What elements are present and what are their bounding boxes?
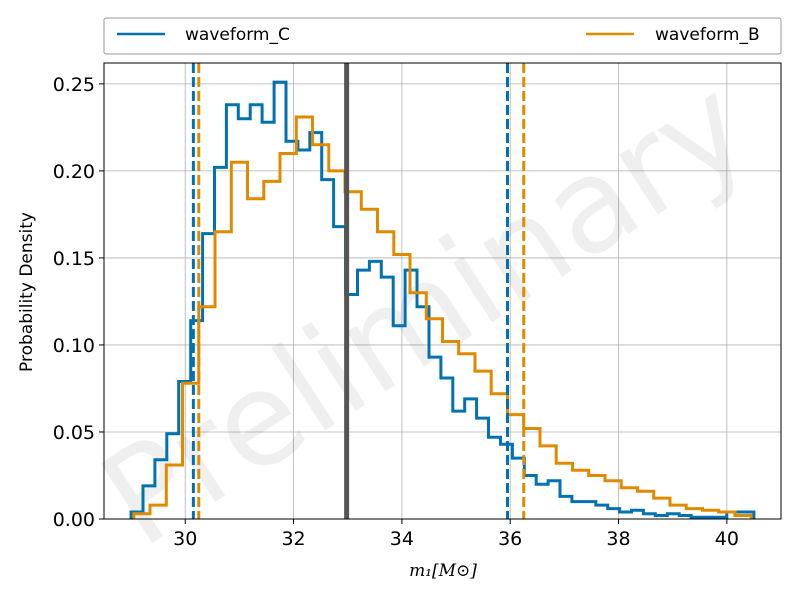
y-tick-label: 0.15 bbox=[53, 248, 95, 270]
x-tick-label: 34 bbox=[390, 528, 414, 550]
axis-ticks: 30 32 34 36 38 40 0.00 0.05 0.10 0.15 0.20 0.25 bbox=[53, 74, 739, 550]
vertical-lines bbox=[191, 63, 526, 519]
legend-box bbox=[103, 17, 782, 55]
y-tick-label: 0.00 bbox=[53, 509, 95, 531]
legend-label-waveform-b: waveform_B bbox=[655, 25, 760, 45]
legend: waveform_C waveform_B bbox=[103, 17, 782, 55]
x-tick-label: 36 bbox=[498, 528, 522, 550]
x-tick-label: 32 bbox=[281, 528, 305, 550]
y-tick-label: 0.05 bbox=[53, 422, 95, 444]
y-axis-label: Probability Density bbox=[17, 212, 37, 372]
y-tick-label: 0.20 bbox=[53, 161, 95, 183]
legend-label-waveform-c: waveform_C bbox=[185, 25, 290, 45]
plot-frame bbox=[103, 62, 782, 520]
x-tick-label: 30 bbox=[173, 528, 197, 550]
x-tick-label: 40 bbox=[715, 528, 739, 550]
y-tick-label: 0.25 bbox=[53, 74, 95, 96]
y-tick-label: 0.10 bbox=[53, 335, 95, 357]
histogram-waveform-c bbox=[129, 80, 756, 519]
series-layer bbox=[129, 80, 756, 519]
x-axis-label: m₁[M⊙] bbox=[409, 561, 477, 581]
x-tick-label: 38 bbox=[606, 528, 630, 550]
histogram-waveform-b bbox=[132, 115, 753, 519]
